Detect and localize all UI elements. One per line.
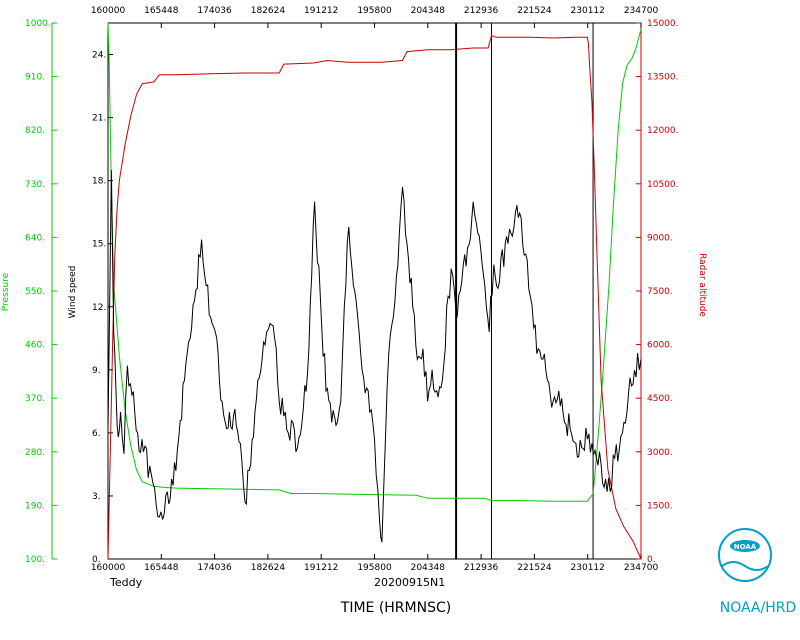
bottom-time-tick-label: 204348 bbox=[411, 563, 446, 573]
top-time-tick-label: 182624 bbox=[251, 6, 286, 16]
altitude-series-line bbox=[107, 34, 642, 560]
top-time-tick-label: 212936 bbox=[464, 6, 499, 16]
bottom-time-axis-ticks: 160000 165448 174036 182624 191212 195800 2043… bbox=[91, 554, 659, 573]
noaa-logo-wave-icon bbox=[721, 561, 769, 571]
pressure-tick-label: 640. bbox=[25, 233, 45, 243]
wind-axis-ticks: 0. 3. 6. 9. 12. 15. 18. 21. 24. bbox=[92, 51, 113, 565]
noaa-logo: NOAA bbox=[718, 528, 772, 582]
pressure-tick-label: 460. bbox=[25, 341, 45, 351]
pressure-tick-label: 1000. bbox=[25, 19, 51, 29]
altitude-axis-ticks: 0. 1500. 3000. 4500. 6000. 7500. 9000. 10500. 12… bbox=[636, 19, 679, 565]
bottom-time-tick-label: 234700 bbox=[624, 563, 659, 573]
wind-tick-label: 9. bbox=[92, 366, 101, 376]
altitude-tick-label: 3000. bbox=[647, 448, 673, 458]
bottom-time-tick-label: 195800 bbox=[357, 563, 392, 573]
noaa-logo-outer-ring bbox=[718, 528, 772, 582]
vertical-markers bbox=[455, 23, 594, 559]
pressure-tick-label: 370. bbox=[25, 394, 45, 404]
top-time-tick-label: 234700 bbox=[624, 6, 659, 16]
bottom-time-tick-label: 191212 bbox=[304, 563, 338, 573]
bottom-time-tick-label: 221524 bbox=[517, 563, 552, 573]
altitude-tick-label: 0. bbox=[647, 555, 656, 565]
top-time-tick-label: 160000 bbox=[91, 6, 126, 16]
wind-tick-label: 24. bbox=[92, 51, 106, 61]
top-time-tick-label: 204348 bbox=[411, 6, 446, 16]
pressure-tick-label: 820. bbox=[25, 126, 45, 136]
top-time-tick-label: 195800 bbox=[357, 6, 392, 16]
noaa-hrd-label: NOAA/HRD bbox=[720, 600, 797, 616]
altitude-axis-title: Radar altitude bbox=[697, 253, 707, 317]
altitude-tick-label: 15000. bbox=[647, 19, 679, 29]
top-time-tick-label: 191212 bbox=[304, 6, 338, 16]
pressure-tick-label: 550. bbox=[25, 287, 45, 297]
top-time-tick-label: 165448 bbox=[144, 6, 179, 16]
bottom-time-tick-label: 182624 bbox=[251, 563, 286, 573]
pressure-tick-label: 280. bbox=[25, 448, 45, 458]
altitude-tick-label: 12000. bbox=[647, 126, 679, 136]
pressure-axis-ticks: 100. 190. 280. 370. 460. 550. 640. 730. 820. 910.… bbox=[25, 19, 57, 565]
flight-id: 20200915N1 bbox=[374, 576, 445, 589]
pressure-tick-label: 910. bbox=[25, 73, 45, 83]
bottom-time-tick-label: 212936 bbox=[464, 563, 499, 573]
wind-tick-label: 21. bbox=[92, 114, 106, 124]
noaa-logo-bird-icon bbox=[730, 540, 760, 552]
noaa-logo-emblem-text: NOAA bbox=[734, 543, 757, 551]
altitude-tick-label: 4500. bbox=[647, 394, 673, 404]
altitude-tick-label: 1500. bbox=[647, 501, 673, 511]
top-time-tick-label: 230112 bbox=[571, 6, 605, 16]
altitude-tick-label: 10500. bbox=[647, 180, 679, 190]
bottom-time-tick-label: 165448 bbox=[144, 563, 179, 573]
pressure-series-line bbox=[107, 22, 642, 502]
top-time-tick-label: 174036 bbox=[197, 6, 232, 16]
wind-axis-title: Wind speed bbox=[68, 266, 78, 319]
x-axis-title: TIME (HRMNSC) bbox=[340, 600, 451, 616]
top-time-tick-label: 221524 bbox=[517, 6, 552, 16]
wind-series-line bbox=[107, 170, 642, 543]
altitude-tick-label: 9000. bbox=[647, 233, 673, 243]
plot-frame bbox=[107, 22, 642, 560]
wind-tick-label: 3. bbox=[92, 492, 101, 502]
storm-name: Teddy bbox=[109, 576, 143, 589]
wind-tick-label: 18. bbox=[92, 177, 106, 187]
bottom-time-tick-label: 160000 bbox=[91, 563, 126, 573]
altitude-tick-label: 6000. bbox=[647, 341, 673, 351]
pressure-axis-title: Pressure bbox=[1, 272, 11, 311]
wind-tick-label: 12. bbox=[92, 303, 106, 313]
wind-tick-label: 6. bbox=[92, 429, 101, 439]
bottom-time-tick-label: 174036 bbox=[197, 563, 232, 573]
altitude-tick-label: 7500. bbox=[647, 287, 673, 297]
top-time-axis-ticks: 160000 165448 174036 182624 191212 195800 2043… bbox=[91, 6, 659, 28]
pressure-tick-label: 100. bbox=[25, 555, 45, 565]
bottom-time-tick-label: 230112 bbox=[571, 563, 605, 573]
altitude-tick-label: 13500. bbox=[647, 73, 679, 83]
pressure-tick-label: 190. bbox=[25, 501, 45, 511]
wind-tick-label: 0. bbox=[92, 555, 101, 565]
wind-tick-label: 15. bbox=[92, 240, 106, 250]
pressure-tick-label: 730. bbox=[25, 180, 45, 190]
